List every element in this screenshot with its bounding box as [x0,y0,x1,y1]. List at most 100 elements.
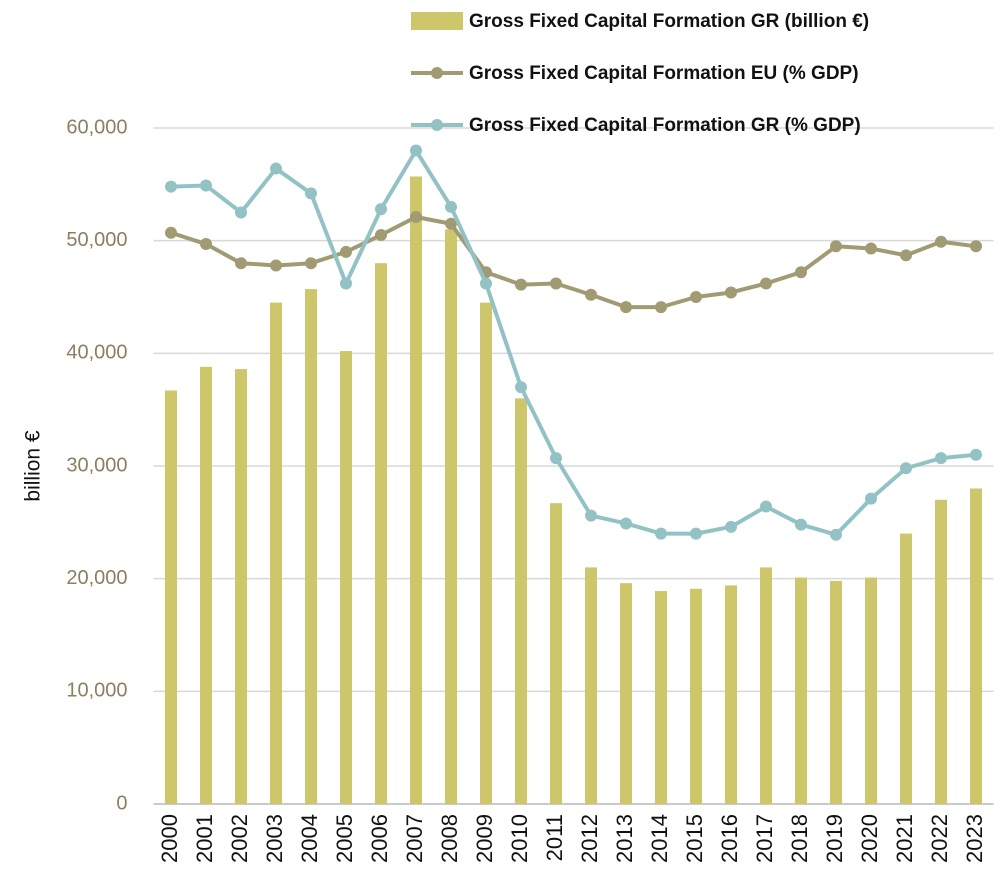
x-tick-label: 2023 [962,814,987,863]
marker [305,257,317,270]
x-tick-label: 2018 [787,814,812,863]
marker [375,229,387,242]
marker [270,162,282,175]
legend-swatch [411,12,463,30]
marker [830,528,842,541]
bar [900,533,912,804]
bar [515,398,527,804]
marker [865,242,877,255]
y-tick-label: 20,000 [66,567,127,589]
marker [165,180,177,193]
bar [725,585,737,804]
marker [550,452,562,465]
y-tick-label: 0 [116,792,127,814]
marker [655,301,667,314]
bar [550,503,562,804]
legend-marker [431,67,443,79]
bar [200,366,212,804]
y-axis-label: billion € [22,430,45,502]
marker [690,291,702,303]
marker [165,226,177,239]
marker [900,462,912,475]
marker [935,452,947,465]
marker [515,278,527,291]
bar [795,577,807,804]
marker [410,211,422,224]
marker [935,235,947,248]
legend-label: Gross Fixed Capital Formation EU (% GDP) [469,63,859,84]
legend-marker [431,119,443,131]
y-tick-label: 30,000 [66,454,127,476]
marker [725,520,737,533]
x-tick-label: 2002 [227,814,252,863]
marker [620,517,632,530]
legend-label: Gross Fixed Capital Formation GR (billio… [469,11,869,32]
y-tick-label: 60,000 [66,116,127,138]
x-tick-label: 2006 [367,814,392,863]
x-tick-label: 2004 [297,814,322,863]
bar [970,488,982,804]
bar [270,302,282,804]
x-tick-label: 2019 [822,814,847,863]
marker [900,249,912,262]
marker [340,245,352,258]
line [170,215,977,310]
marker [515,381,527,394]
x-tick-label: 2010 [507,814,532,863]
bar [445,229,457,804]
legend-label: Gross Fixed Capital Formation GR (% GDP) [469,115,861,136]
bar [865,577,877,804]
marker [445,217,457,230]
bar [830,580,842,804]
marker [865,492,877,505]
x-tick-label: 2016 [717,814,742,863]
marker [375,203,387,216]
marker [550,277,562,290]
x-tick-label: 2015 [682,814,707,863]
x-tick-label: 2007 [402,814,427,863]
marker [830,240,842,253]
marker [760,500,772,513]
marker [585,509,597,522]
bar [935,499,947,804]
marker [305,187,317,200]
marker [270,259,282,272]
x-tick-label: 2008 [437,814,462,863]
bar [480,302,492,804]
x-tick-label: 2012 [577,814,602,863]
x-tick-label: 2020 [857,814,882,863]
marker [970,240,982,253]
marker [725,286,737,299]
x-tick-label: 2000 [157,814,182,863]
x-tick-label: 2014 [647,814,672,863]
marker [655,527,667,540]
marker [970,448,982,461]
bar [165,390,177,804]
marker [795,518,807,531]
x-tick-label: 2017 [752,814,777,863]
marker [585,288,597,301]
marker [445,200,457,213]
bar [760,567,772,804]
y-tick-label: 40,000 [66,342,127,364]
marker [690,527,702,540]
marker [480,277,492,290]
x-tick-label: 2022 [927,814,952,863]
x-tick-label: 2005 [332,814,357,863]
bar [620,583,632,804]
bar [690,588,702,804]
marker [200,238,212,251]
x-tick-label: 2011 [542,814,567,861]
y-tick-label: 50,000 [66,229,127,251]
marker [340,277,352,290]
x-tick-label: 2003 [262,814,287,863]
bar [655,591,667,804]
x-tick-label: 2001 [192,814,217,863]
line [170,148,977,537]
bar [410,176,422,805]
bar [375,263,387,804]
marker [410,144,422,157]
x-tick-label: 2021 [892,814,917,863]
marker [795,266,807,279]
